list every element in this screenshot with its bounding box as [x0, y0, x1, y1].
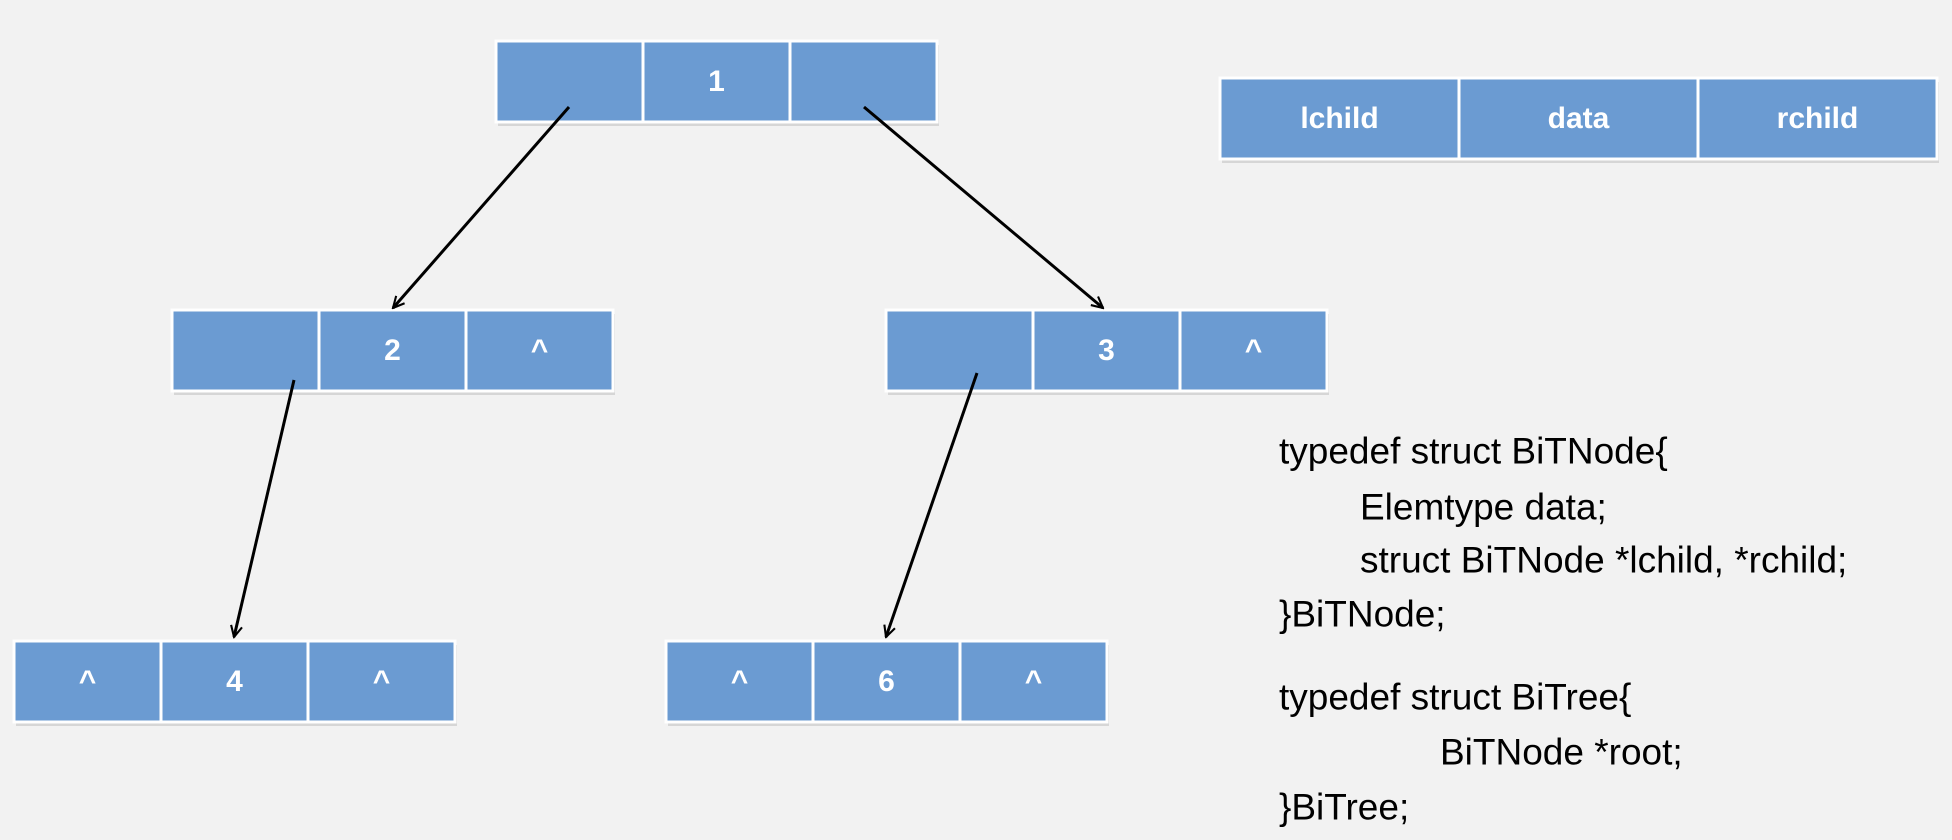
- cell: [1178, 308, 1329, 393]
- cell: [12, 639, 163, 724]
- cell-label: 6: [878, 665, 895, 698]
- code-line: typedef struct BiTree{: [1279, 677, 1631, 718]
- cell: [788, 39, 939, 124]
- cell-label: ^: [1025, 665, 1043, 698]
- cell: [159, 639, 310, 724]
- cell: [958, 639, 1109, 724]
- record: lchild data rchild: [1218, 76, 1939, 163]
- cell-label: data: [1548, 102, 1610, 135]
- cell-label: 1: [708, 65, 725, 98]
- code-line: }BiTree;: [1279, 787, 1409, 828]
- cell-label: ^: [373, 665, 391, 698]
- code-line: Elemtype data;: [1360, 487, 1607, 528]
- cell: [1031, 308, 1182, 393]
- record: ^ 6 ^: [664, 639, 1109, 726]
- pointer-arrow: [393, 106, 571, 308]
- cell-label: 2: [384, 334, 401, 367]
- cell: [811, 639, 962, 724]
- cell-label: ^: [79, 665, 97, 698]
- cell-label: lchild: [1300, 102, 1378, 135]
- cell-label: ^: [1245, 334, 1263, 367]
- cell: [464, 308, 615, 393]
- cell-label: 4: [226, 665, 243, 698]
- cell: [170, 308, 321, 393]
- cell: [641, 39, 792, 124]
- arrows: [234, 105, 1103, 637]
- cell: [1457, 76, 1700, 161]
- record: ^ 4 ^: [12, 639, 457, 726]
- pointer-arrow: [234, 379, 296, 637]
- cell-label: 3: [1098, 334, 1115, 367]
- code-block: typedef struct BiTNode{ Elemtype data; str…: [1279, 431, 1847, 828]
- cell: [664, 639, 815, 724]
- pointer-arrow: [863, 105, 1103, 308]
- code-line: struct BiTNode *lchild, *rchild;: [1360, 540, 1847, 581]
- record: 3 ^: [884, 308, 1329, 395]
- cell-label: ^: [531, 334, 549, 367]
- code-line: typedef struct BiTNode{: [1279, 431, 1668, 472]
- record: 1: [494, 39, 939, 126]
- cell: [494, 39, 645, 124]
- record: 2 ^: [170, 308, 615, 395]
- pointer-arrow: [886, 372, 979, 637]
- code-line: BiTNode *root;: [1440, 732, 1683, 773]
- cell: [1218, 76, 1461, 161]
- code-line: }BiTNode;: [1279, 594, 1446, 635]
- cell: [1696, 76, 1939, 161]
- cell: [306, 639, 457, 724]
- cell: [884, 308, 1035, 393]
- cell-label: rchild: [1777, 102, 1859, 135]
- cell: [317, 308, 468, 393]
- cell-label: ^: [731, 665, 749, 698]
